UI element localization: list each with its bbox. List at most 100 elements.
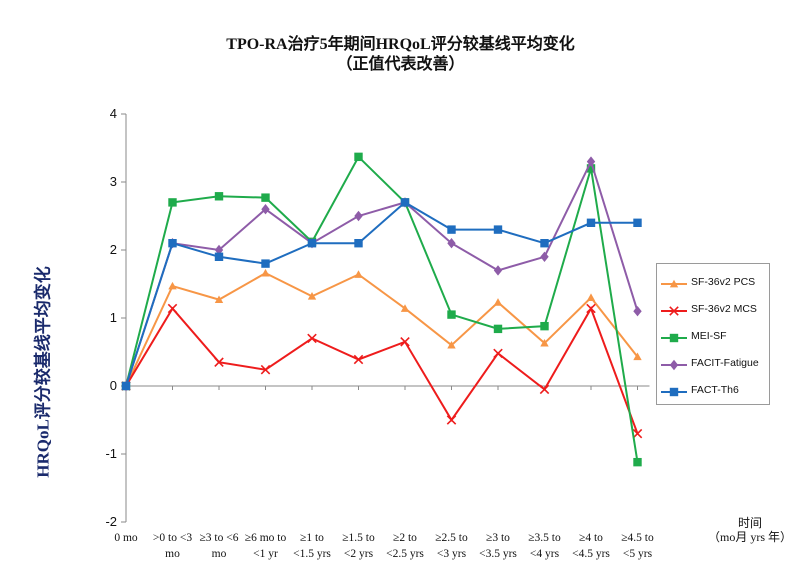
data-point <box>540 251 549 262</box>
series-fact-th6 <box>121 198 642 391</box>
data-point <box>400 337 410 347</box>
series-sf-36v2-pcs <box>121 268 642 390</box>
data-point <box>121 381 131 391</box>
x-tick-label: ≥1 to <box>300 532 324 544</box>
data-point <box>261 259 270 268</box>
marker-stroke <box>669 306 679 316</box>
legend-label: MEI-SF <box>691 330 727 342</box>
data-point <box>167 303 178 314</box>
data-point <box>354 239 363 248</box>
data-point <box>586 303 596 314</box>
x-axis-label: 时间 （mo月 yrs 年） <box>708 516 792 544</box>
chart-title: TPO-RA治疗5年期间HRQoL评分较基线平均变化 <box>226 36 575 53</box>
chart-subtitle: （正值代表改善） <box>336 56 465 73</box>
x-tick-label: ≥3 to <box>486 532 510 544</box>
data-point <box>493 225 503 234</box>
data-point <box>261 193 270 202</box>
data-point <box>633 352 642 361</box>
data-point <box>586 218 596 227</box>
data-point <box>214 244 224 256</box>
legend-swatch-fact-th6 <box>661 387 687 397</box>
x-tick-label: ≥3 to <6 <box>200 532 239 544</box>
legend-item-fact-th6: FACT-Th6 <box>657 382 769 402</box>
data-point <box>354 210 363 222</box>
legend-marker <box>669 359 679 371</box>
y-tick-label: 3 <box>110 174 117 189</box>
data-point <box>168 239 177 248</box>
data-point <box>633 457 642 467</box>
data-point <box>307 239 317 248</box>
data-point <box>307 292 317 300</box>
x-tick-label: ≥1.5 to <box>342 532 375 544</box>
y-tick-label: 4 <box>110 106 117 121</box>
legend-label: SF-36v2 MCS <box>691 303 757 315</box>
x-axis-label-line1: 时间 <box>738 516 763 530</box>
data-point <box>261 268 270 277</box>
x-tick-label: <1 yr <box>253 548 278 560</box>
data-point <box>354 152 363 162</box>
legend-marker <box>669 306 679 316</box>
data-point <box>447 310 456 319</box>
marker-stroke <box>214 357 224 367</box>
x-tick-label: ≥6 mo to <box>245 532 287 544</box>
legend-swatch-facit-fatigue <box>661 359 687 371</box>
x-tick-label: ≥2.5 to <box>435 532 468 544</box>
legend-swatch-sf36-mcs <box>661 306 687 316</box>
x-tick-label: <3 yrs <box>437 548 467 560</box>
series-line <box>125 155 639 463</box>
marker-stroke <box>400 337 410 347</box>
data-point <box>214 295 224 303</box>
x-tick-label: <2 yrs <box>344 548 374 560</box>
data-point <box>493 324 503 334</box>
data-point <box>446 415 457 425</box>
x-tick-label: 0 mo <box>114 532 138 544</box>
data-point <box>307 333 317 344</box>
y-tick-label: -2 <box>105 514 117 529</box>
data-point <box>400 198 410 207</box>
legend-item-sf36-pcs: SF-36v2 PCS <box>657 274 769 294</box>
data-point <box>540 321 549 331</box>
data-point <box>539 384 550 395</box>
data-point <box>168 281 177 290</box>
data-point <box>353 354 364 365</box>
x-tick-label: >0 to <3 <box>153 532 192 544</box>
x-tick-label: <5 yrs <box>623 548 653 560</box>
y-tick-label: -1 <box>105 446 117 461</box>
data-point <box>447 225 456 234</box>
data-point <box>493 298 503 306</box>
data-point <box>214 357 224 367</box>
legend-label: FACT-Th6 <box>691 384 739 396</box>
series-line <box>125 271 639 387</box>
data-point <box>400 304 410 312</box>
legend-item-facit-fatigue: FACIT-Fatigue <box>657 355 769 375</box>
legend-marker <box>669 279 679 288</box>
data-point <box>260 364 271 375</box>
marker-stroke <box>493 348 503 359</box>
marker-stroke <box>446 415 457 425</box>
x-tick-label: <2.5 yrs <box>386 548 424 560</box>
series-mei-sf <box>121 152 642 467</box>
data-point <box>586 156 596 167</box>
y-tick-label: 2 <box>110 242 117 257</box>
marker-stroke <box>632 428 643 439</box>
y-tick-label: 1 <box>110 310 117 325</box>
legend-swatch-sf36-pcs <box>661 279 687 288</box>
data-point <box>540 239 549 248</box>
marker-stroke <box>260 364 271 375</box>
data-point <box>633 218 642 227</box>
data-point <box>493 265 503 276</box>
x-tick-label: mo <box>212 548 227 560</box>
series-line <box>125 201 638 387</box>
marker-stroke <box>307 333 317 344</box>
x-tick-label: ≥4.5 to <box>621 532 654 544</box>
data-point <box>540 338 549 347</box>
x-tick-label: ≥4 to <box>579 532 603 544</box>
x-tick-label: ≥2 to <box>393 532 417 544</box>
data-point <box>214 252 224 261</box>
legend-label: FACIT-Fatigue <box>691 357 759 369</box>
series-line <box>125 306 639 434</box>
data-point <box>214 192 224 201</box>
data-point <box>168 198 177 207</box>
legend-swatch-mei-sf <box>661 333 687 343</box>
